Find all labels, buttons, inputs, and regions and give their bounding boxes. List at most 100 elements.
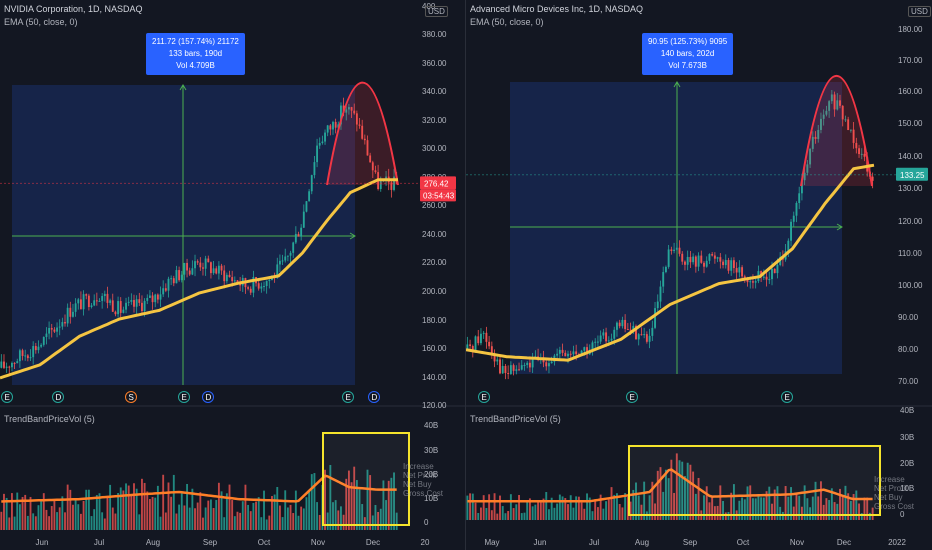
volume-bar bbox=[542, 498, 545, 520]
candle-body bbox=[643, 334, 646, 336]
candle-body bbox=[313, 162, 316, 176]
volume-bar bbox=[768, 486, 771, 520]
volume-bar bbox=[697, 477, 700, 520]
volume-bar bbox=[828, 500, 831, 520]
volume-bar bbox=[689, 464, 692, 520]
volume-bar bbox=[223, 517, 226, 530]
candle-body bbox=[471, 345, 474, 351]
volume-bar bbox=[302, 508, 305, 530]
candle-body bbox=[858, 148, 860, 155]
volume-bar bbox=[350, 482, 353, 530]
candle-body bbox=[172, 278, 175, 284]
volume-bar bbox=[297, 515, 300, 530]
volume-bar bbox=[34, 516, 37, 530]
volume-bar bbox=[48, 516, 51, 530]
ema-label[interactable]: EMA (50, close, 0) bbox=[470, 17, 544, 27]
symbol-title[interactable]: Advanced Micro Devices Inc, 1D, NASDAQ bbox=[470, 4, 644, 14]
candle-body bbox=[305, 201, 308, 212]
volume-bar bbox=[363, 517, 366, 530]
candle-body bbox=[353, 110, 356, 114]
candle-body bbox=[164, 288, 167, 291]
candle-body bbox=[340, 105, 342, 125]
volume-bar bbox=[705, 486, 708, 520]
volume-bar bbox=[194, 508, 196, 530]
volume-bar bbox=[72, 504, 74, 530]
event-badge bbox=[125, 391, 137, 403]
volume-bar bbox=[539, 500, 542, 520]
chart-pane-nvidia[interactable]: 400380.00360.00340.00320.00300.00280.002… bbox=[0, 0, 466, 550]
indicator-label[interactable]: TrendBandPriceVol (5) bbox=[4, 414, 95, 424]
volume-bar bbox=[244, 484, 247, 530]
chart-pane-amd[interactable]: 180.00 170.00 160.00 150.00 140.00 130.00 120.… bbox=[466, 0, 932, 550]
volume-bar bbox=[135, 488, 138, 530]
candle-body bbox=[504, 365, 507, 374]
candle-body bbox=[64, 322, 66, 324]
candle-body bbox=[591, 342, 594, 350]
ema-label[interactable]: EMA (50, close, 0) bbox=[4, 17, 78, 27]
volume-bar bbox=[377, 511, 380, 530]
volume-bar bbox=[379, 508, 382, 530]
candle-body bbox=[822, 114, 825, 119]
x-tick-label: Aug bbox=[635, 538, 649, 547]
candle-body bbox=[741, 267, 744, 277]
candle-body bbox=[621, 319, 624, 327]
price-tick-label: 70.00 bbox=[898, 377, 919, 386]
candle-body bbox=[713, 255, 716, 259]
volume-bar bbox=[773, 489, 776, 520]
chart-canvas-amd[interactable]: 180.00 170.00 160.00 150.00 140.00 130.00 120.… bbox=[466, 0, 932, 550]
candle-body bbox=[180, 274, 183, 281]
price-tick-label: 150.00 bbox=[898, 119, 923, 128]
measure-line-1: 90.95 (125.73%) 9095 bbox=[648, 37, 728, 46]
x-tick-label: Aug bbox=[146, 538, 160, 547]
volume-bar bbox=[771, 503, 773, 520]
candle-body bbox=[722, 261, 724, 266]
volume-bar bbox=[42, 493, 45, 530]
volume-bar bbox=[252, 502, 255, 530]
volume-bar bbox=[656, 470, 659, 520]
volume-bar bbox=[292, 513, 295, 530]
volume-bar bbox=[18, 504, 21, 530]
candle-body bbox=[814, 136, 817, 139]
volume-bar bbox=[87, 489, 90, 530]
volume-bar bbox=[868, 512, 871, 520]
candle-body bbox=[379, 181, 382, 190]
volume-bar bbox=[79, 513, 82, 530]
candle-body bbox=[820, 118, 822, 130]
symbol-title[interactable]: NVIDIA Corporation, 1D, NASDAQ bbox=[4, 4, 143, 14]
x-tick-label: 2022 bbox=[888, 538, 906, 547]
x-tick-label: Oct bbox=[258, 538, 271, 547]
volume-bar bbox=[74, 498, 77, 530]
countdown-text: 03:54:43 bbox=[423, 191, 455, 200]
candle-body bbox=[302, 211, 305, 228]
candle-body bbox=[318, 142, 321, 146]
volume-bar bbox=[390, 477, 393, 530]
x-tick-label: Oct bbox=[737, 538, 750, 547]
volume-bar bbox=[66, 484, 69, 530]
candle-body bbox=[841, 105, 844, 120]
volume-bar bbox=[730, 492, 733, 520]
candle-body bbox=[225, 274, 228, 282]
volume-bar bbox=[109, 484, 112, 530]
measure-box bbox=[510, 82, 842, 374]
candle-body bbox=[223, 270, 226, 282]
candle-body bbox=[651, 327, 654, 336]
candle-body bbox=[358, 124, 361, 126]
candle-body bbox=[345, 109, 348, 113]
candle-body bbox=[548, 363, 550, 367]
chart-canvas-nvidia[interactable]: 400380.00360.00340.00320.00300.00280.002… bbox=[0, 0, 466, 550]
candle-body bbox=[66, 307, 69, 324]
volume-bar bbox=[509, 494, 512, 520]
indicator-label[interactable]: TrendBandPriceVol (5) bbox=[470, 414, 561, 424]
candle-body bbox=[684, 261, 686, 265]
candle-body bbox=[705, 260, 708, 267]
candle-body bbox=[596, 341, 599, 343]
candle-body bbox=[732, 260, 735, 269]
candle-body bbox=[5, 366, 8, 368]
x-tick-label: 20 bbox=[421, 538, 430, 547]
volume-bar bbox=[162, 474, 165, 530]
candle-body bbox=[321, 141, 324, 143]
volume-bar bbox=[833, 502, 836, 520]
candle-body bbox=[860, 153, 863, 155]
volume-bar bbox=[523, 512, 526, 520]
candle-body bbox=[645, 334, 648, 342]
